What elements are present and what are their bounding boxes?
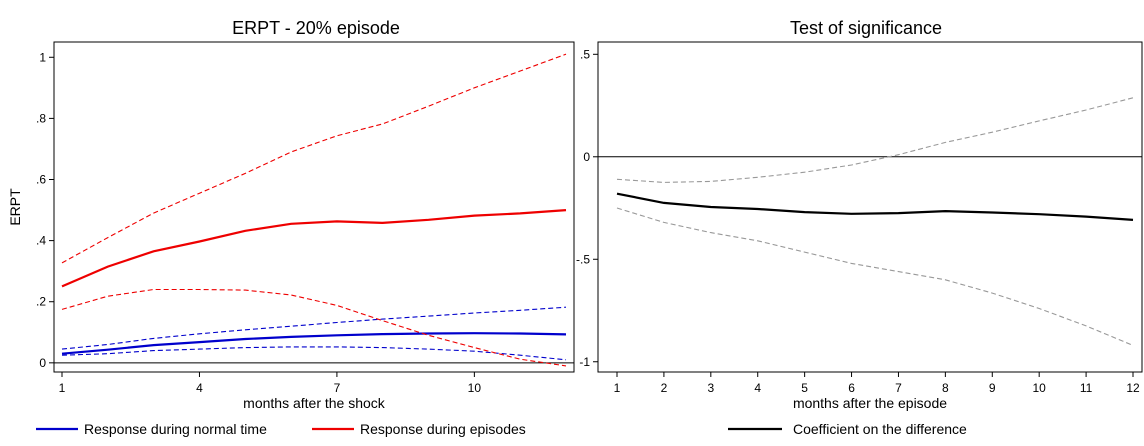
x-tick-label: 10: [468, 381, 482, 395]
confidence-band-line-1-2: [61, 306, 567, 350]
y-axis-label: ERPT: [7, 188, 23, 226]
x-tick-label: 10: [1033, 381, 1047, 395]
legend-item: Response during episodes: [312, 421, 526, 437]
x-tick-label: 1: [614, 381, 621, 395]
x-tick-label: 12: [1126, 381, 1140, 395]
x-tick-label: 7: [895, 381, 902, 395]
x-axis-label: months after the episode: [793, 395, 947, 411]
y-tick-label: .6: [36, 173, 46, 187]
legend-label: Response during normal time: [84, 421, 267, 437]
x-tick-label: 5: [801, 381, 808, 395]
confidence-band-line-1-6: [61, 288, 567, 367]
chart-title: Test of significance: [790, 18, 942, 38]
chart-panel-1: ERPT - 20% episode 0 .2 .4 .6 .8 1 1 4 7 10 months …: [7, 18, 575, 411]
plot-frame: [597, 41, 1143, 373]
y-tick-label: .2: [36, 295, 46, 309]
y-tick-label: -1: [579, 355, 590, 369]
x-tick-label: 1: [59, 381, 66, 395]
y-tick-label: 0: [39, 356, 46, 370]
chart-title: ERPT - 20% episode: [232, 18, 400, 38]
x-tick-label: 9: [989, 381, 996, 395]
x-tick-label: 4: [754, 381, 761, 395]
x-tick-label: 8: [942, 381, 949, 395]
y-tick-label: 1: [39, 50, 46, 64]
y-tick-label: 0: [583, 150, 590, 164]
y-tick-label: .8: [36, 111, 46, 125]
x-tick-label: 6: [848, 381, 855, 395]
legend-item: Coefficient on the difference: [728, 421, 967, 437]
y-tick-label: .4: [36, 234, 46, 248]
x-tick-label: 2: [661, 381, 668, 395]
chart-panel-2: Test of significance-1-.50.51 2 3 4 5 6 7 8 9 10 1…: [576, 18, 1143, 411]
confidence-band-line-1-5: [61, 53, 567, 264]
confidence-band-line-2-2: [616, 97, 1134, 183]
y-tick-label: -.5: [576, 252, 590, 266]
y-tick-label: .5: [580, 47, 590, 61]
legend-item: Response during normal time: [36, 421, 267, 437]
series-line-1-1: [61, 332, 567, 355]
series-line-1-4: [61, 209, 567, 288]
legend-label: Response during episodes: [360, 421, 526, 437]
x-tick-label: 3: [707, 381, 714, 395]
x-tick-label: 7: [334, 381, 341, 395]
x-tick-label: 4: [196, 381, 203, 395]
confidence-band-line-2-3: [616, 207, 1134, 346]
x-tick-label: 11: [1080, 381, 1093, 395]
plot-frame: [53, 41, 575, 373]
confidence-band-line-1-3: [61, 346, 567, 361]
series-line-2-1: [616, 192, 1134, 221]
x-axis-label: months after the shock: [243, 395, 386, 411]
legend-label: Coefficient on the difference: [793, 421, 967, 437]
